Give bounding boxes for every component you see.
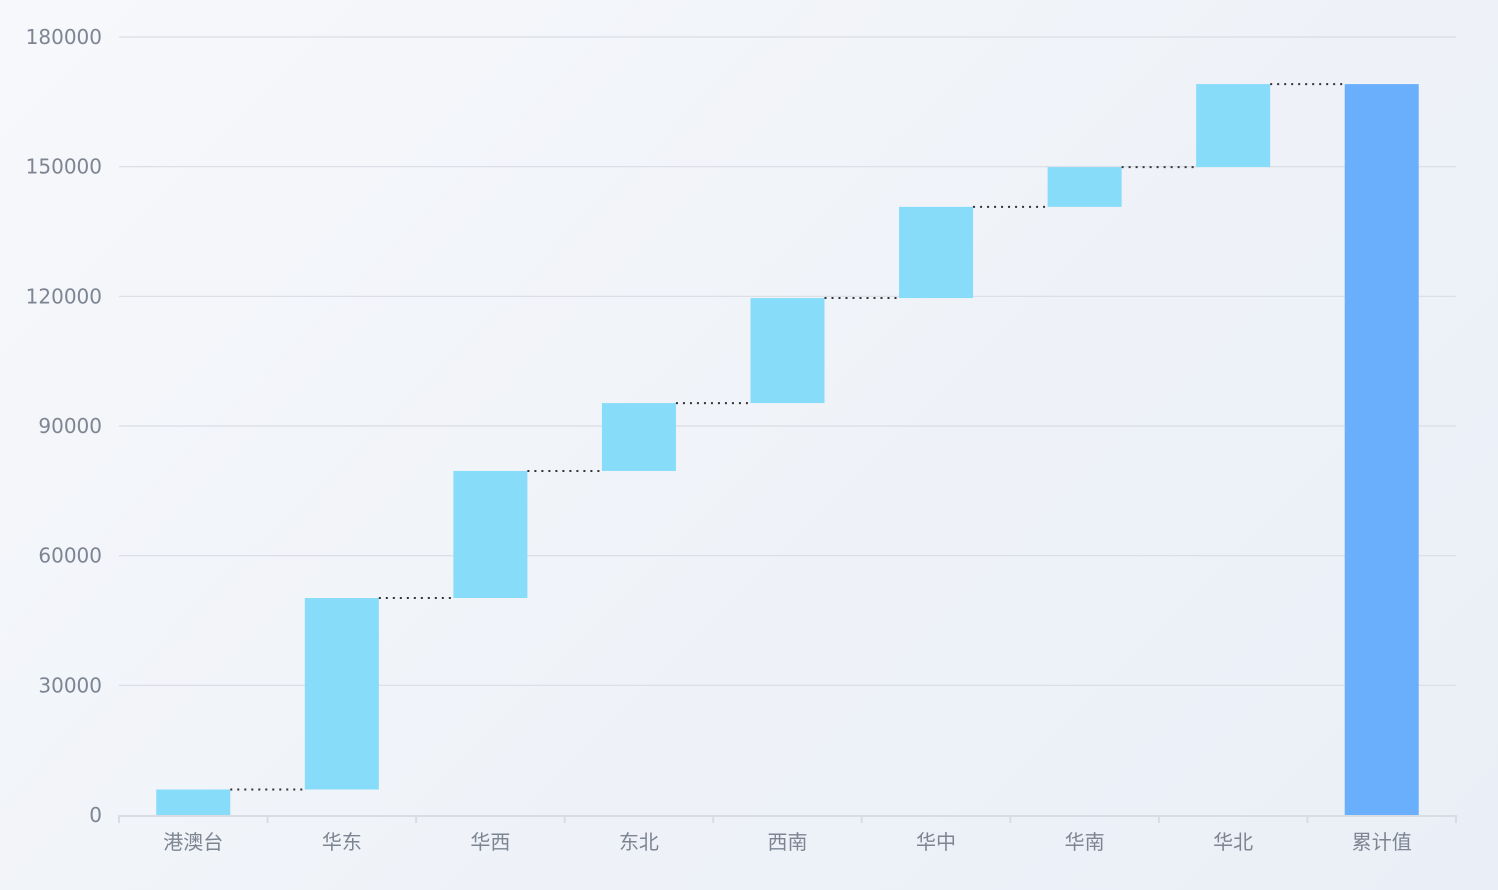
x-axis: 港澳台 华东 华西 东北 西南 华中 华南 华北 累计值 <box>118 815 1457 854</box>
bar-5 <box>899 206 974 299</box>
x-tick-label: 华南 <box>1065 830 1105 854</box>
bar-8 <box>1344 84 1419 815</box>
bar-3 <box>601 403 676 471</box>
x-tick-label: 华西 <box>470 830 510 854</box>
y-tick-label: 30000 <box>38 673 102 697</box>
bar-2 <box>453 470 528 599</box>
y-tick-label: 90000 <box>38 414 102 438</box>
y-tick-label: 180000 <box>26 25 102 49</box>
bar-1 <box>304 598 379 790</box>
bars <box>156 84 1419 815</box>
y-axis-ticks: 0 30000 60000 90000 120000 150000 180000 <box>26 25 102 827</box>
y-tick-label: 60000 <box>38 544 102 568</box>
bar-7 <box>1196 84 1271 168</box>
x-tick-label: 东北 <box>619 830 659 854</box>
bar-4 <box>750 298 825 404</box>
y-tick-label: 0 <box>89 803 102 827</box>
gridlines <box>119 36 1456 686</box>
connectors <box>230 83 1345 791</box>
x-tick-label: 华中 <box>916 830 956 854</box>
y-tick-label: 150000 <box>26 155 102 179</box>
x-tick-label: 港澳台 <box>163 830 223 854</box>
x-tick-label: 华东 <box>322 830 362 854</box>
y-tick-label: 120000 <box>26 284 102 308</box>
bar-0 <box>156 789 231 815</box>
bar-6 <box>1047 167 1122 207</box>
x-tick-label: 累计值 <box>1352 830 1412 854</box>
x-tick-label: 华北 <box>1213 830 1253 854</box>
x-tick-label: 西南 <box>768 830 808 854</box>
